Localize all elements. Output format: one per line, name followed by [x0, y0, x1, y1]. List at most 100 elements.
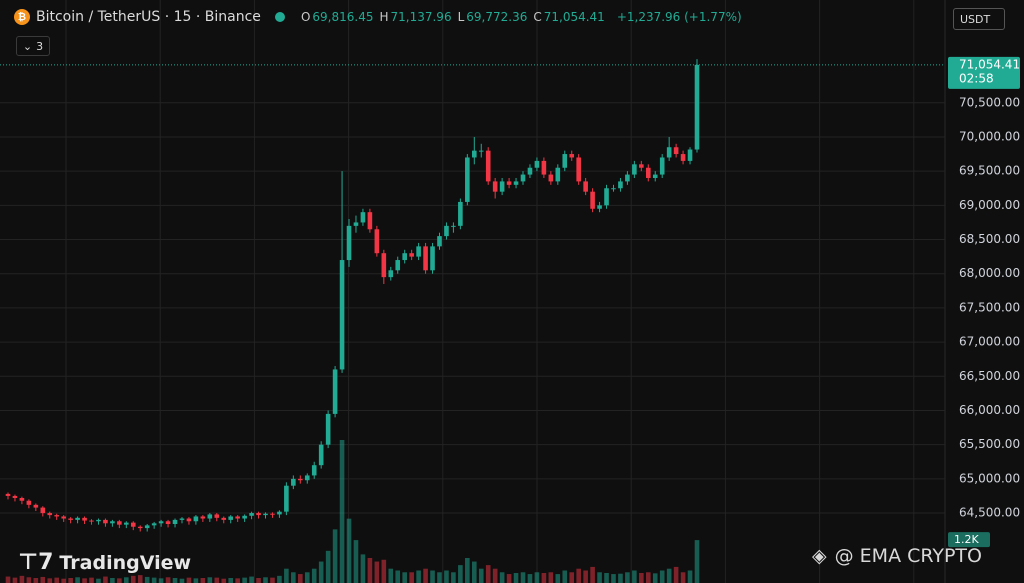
volume-bar — [618, 573, 623, 583]
candle-body — [26, 500, 32, 505]
candle-body — [304, 475, 310, 481]
volume-bar — [130, 575, 136, 583]
volume-bar — [33, 577, 39, 583]
volume-bar — [430, 570, 435, 583]
volume-bar — [520, 572, 526, 583]
y-tick-label: 67,000.00 — [959, 335, 1020, 349]
candle-body — [130, 522, 136, 527]
volume-bar — [158, 578, 164, 583]
indicator-toggle[interactable]: ⌄ 3 — [16, 36, 50, 56]
volume-bar — [541, 572, 547, 583]
volume-bar — [534, 572, 540, 583]
volume-bar — [513, 572, 519, 583]
volume-bar — [339, 440, 345, 583]
y-tick-label: 66,500.00 — [959, 369, 1020, 383]
candle-body — [270, 513, 275, 515]
candle-body — [311, 465, 317, 476]
volume-bar — [96, 578, 101, 583]
y-tick-label: 70,500.00 — [959, 95, 1020, 109]
volume-bar — [26, 577, 32, 583]
currency-selector[interactable]: USDT — [953, 8, 1005, 30]
ohlc-values: O 69,816.45 H 71,137.96 L 69,772.36 C 71,054.41 — [297, 10, 605, 24]
volume-bar — [346, 518, 352, 583]
volume-bar — [478, 568, 484, 583]
candle-body — [284, 485, 289, 512]
volume-bar — [388, 568, 394, 583]
volume-bar — [40, 576, 46, 583]
volume-bar — [110, 577, 115, 583]
candle-body — [618, 181, 623, 189]
candle-body — [186, 518, 192, 522]
volume-bar — [367, 557, 373, 583]
volume-label-box — [948, 532, 990, 548]
candle-body — [33, 504, 39, 508]
candle-body — [632, 164, 637, 175]
candle-body — [520, 174, 526, 182]
volume-bar — [200, 577, 206, 583]
candle-body — [666, 147, 672, 158]
candle-body — [332, 369, 338, 414]
candle-body — [374, 229, 380, 254]
volume-bar — [471, 561, 477, 583]
candle-body — [256, 513, 261, 516]
y-tick-label: 70,000.00 — [959, 129, 1020, 143]
volume-bar — [499, 572, 505, 583]
candle-body — [193, 516, 199, 522]
volume-bar — [666, 568, 672, 583]
candle-body — [458, 201, 463, 226]
candle-body — [89, 520, 94, 522]
volume-bar — [611, 574, 616, 583]
candle-body — [61, 516, 66, 519]
volume-bar — [207, 577, 213, 583]
candle-body — [96, 519, 101, 522]
candle-body — [687, 149, 693, 161]
candle-body — [388, 270, 394, 278]
candle-body — [659, 157, 665, 175]
candle-body — [346, 225, 352, 261]
volume-bar — [103, 576, 108, 583]
volume-bar — [165, 577, 171, 583]
volume-bar — [590, 566, 595, 583]
volume-bar — [179, 578, 185, 583]
volume-bar — [562, 570, 568, 583]
candle-body — [165, 521, 171, 524]
volume-bar — [12, 577, 18, 583]
y-tick-label: 66,000.00 — [959, 403, 1020, 417]
volume-bar — [576, 568, 581, 583]
volume-bar — [137, 575, 143, 583]
volume-bar — [632, 570, 637, 583]
candle-body — [325, 413, 331, 445]
volume-bar — [451, 572, 456, 583]
market-status — [274, 12, 285, 22]
volume-bar — [318, 561, 324, 583]
candle-body — [110, 521, 115, 524]
volume-bar — [256, 577, 261, 583]
volume-bar — [548, 572, 554, 583]
volume-bar — [214, 577, 220, 583]
symbol[interactable]: Bitcoin / TetherUS · 15 · Binance — [36, 9, 261, 25]
volume-bar — [458, 565, 463, 583]
volume-bar — [360, 554, 366, 583]
y-tick-label: 64,500.00 — [959, 506, 1020, 520]
price-axis — [945, 0, 1024, 583]
candle-body — [117, 521, 122, 525]
volume-bar — [325, 550, 331, 583]
volume-bar — [75, 577, 80, 583]
chevron: ⌄ — [22, 39, 33, 53]
change: +1,237.96 (+1.77%) — [616, 10, 742, 24]
candle-body — [339, 260, 345, 370]
ohlc-key: C — [533, 10, 542, 24]
candle-body — [353, 222, 359, 226]
volume-bar — [186, 577, 192, 583]
volume-bar — [221, 578, 227, 583]
volume-bar — [673, 566, 679, 583]
volume-bar — [235, 578, 240, 583]
volume-bar — [61, 578, 66, 583]
candle-body — [214, 514, 220, 518]
volume-bar — [694, 540, 700, 583]
candle-body — [492, 181, 498, 192]
volume-bar — [680, 572, 686, 583]
candle-body — [75, 517, 80, 520]
volume-bar — [54, 577, 60, 583]
volume-bar — [597, 572, 602, 583]
